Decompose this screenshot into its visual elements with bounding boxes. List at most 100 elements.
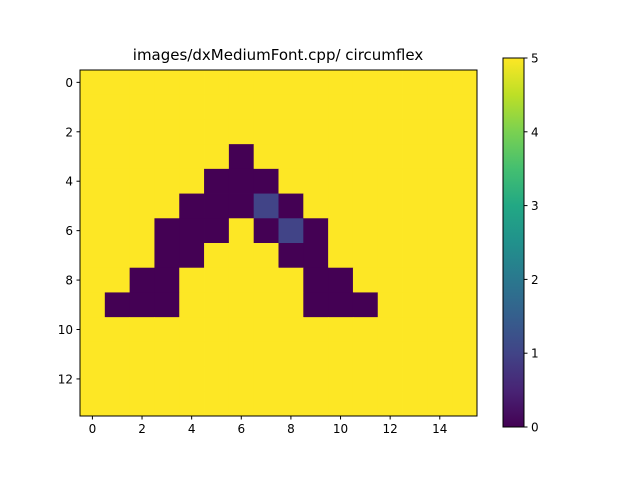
heatmap-cell: [452, 292, 478, 318]
y-tick-label: 2: [65, 125, 73, 139]
heatmap-cell: [104, 218, 131, 244]
heatmap-cell: [377, 317, 403, 343]
heatmap-cell: [80, 366, 106, 392]
heatmap-cell: [452, 94, 478, 120]
heatmap-cell: [377, 391, 403, 417]
heatmap-cell: [303, 243, 329, 269]
heatmap-cell: [377, 341, 403, 367]
colorbar-tick-label: 4: [531, 125, 539, 139]
heatmap-cell: [154, 193, 180, 219]
heatmap-cell: [104, 144, 131, 170]
heatmap-cell: [179, 218, 205, 244]
y-tick-label: 6: [65, 224, 73, 238]
heatmap-cell: [377, 119, 403, 145]
heatmap-cell: [129, 168, 155, 194]
heatmap-cell: [80, 144, 106, 170]
y-tick-label: 0: [65, 76, 73, 90]
heatmap-cell: [303, 144, 329, 170]
heatmap-cell: [129, 292, 155, 318]
x-tick-label: 6: [237, 422, 245, 436]
heatmap-cell: [154, 341, 180, 367]
heatmap-cell: [452, 341, 478, 367]
heatmap-cell: [278, 317, 304, 343]
heatmap-cell: [352, 144, 379, 170]
heatmap-cell: [303, 168, 329, 194]
heatmap-cell: [328, 119, 354, 145]
heatmap-cell: [352, 391, 379, 417]
heatmap-cell: [179, 119, 205, 145]
heatmap-cell: [427, 193, 453, 219]
heatmap-cell: [303, 341, 329, 367]
y-tick-label: 10: [58, 323, 73, 337]
y-tick-label: 4: [65, 175, 73, 189]
heatmap-cell: [154, 94, 180, 120]
colorbar-tick-label: 5: [531, 52, 539, 66]
heatmap-cell: [154, 391, 180, 417]
heatmap-cell: [179, 391, 205, 417]
heatmap-cell: [253, 267, 279, 293]
heatmap-cell: [204, 243, 230, 269]
heatmap-cell: [328, 292, 354, 318]
heatmap-cell: [352, 119, 379, 145]
heatmap-cell: [179, 70, 205, 96]
heatmap-cell: [303, 366, 329, 392]
x-tick-label: 14: [432, 422, 447, 436]
heatmap-cell: [278, 218, 304, 244]
heatmap-cell: [179, 94, 205, 120]
heatmap-cell: [377, 94, 403, 120]
heatmap-cell: [328, 168, 354, 194]
heatmap-cell: [328, 243, 354, 269]
heatmap-cell: [154, 366, 180, 392]
heatmap-cell: [253, 341, 279, 367]
colorbar-tick-label: 1: [531, 347, 539, 361]
heatmap-cell: [80, 292, 106, 318]
heatmap-cell: [228, 168, 255, 194]
heatmap-cell: [352, 218, 379, 244]
heatmap-cell: [427, 341, 453, 367]
heatmap-cell: [154, 243, 180, 269]
heatmap-cell: [228, 70, 255, 96]
heatmap-cells: [80, 70, 478, 417]
heatmap-cell: [452, 267, 478, 293]
heatmap-cell: [328, 267, 354, 293]
heatmap-cell: [253, 243, 279, 269]
heatmap-cell: [129, 218, 155, 244]
heatmap-cell: [402, 243, 428, 269]
heatmap-cell: [129, 70, 155, 96]
heatmap-cell: [228, 317, 255, 343]
heatmap-cell: [452, 218, 478, 244]
heatmap-cell: [452, 119, 478, 145]
heatmap-cell: [278, 168, 304, 194]
heatmap-cell: [204, 317, 230, 343]
heatmap-cell: [104, 341, 131, 367]
heatmap-cell: [104, 317, 131, 343]
heatmap-cell: [402, 218, 428, 244]
heatmap-cell: [278, 193, 304, 219]
heatmap-cell: [228, 193, 255, 219]
heatmap-cell: [328, 317, 354, 343]
heatmap-cell: [452, 317, 478, 343]
heatmap-cell: [452, 391, 478, 417]
heatmap-cell: [104, 243, 131, 269]
heatmap-cell: [179, 341, 205, 367]
heatmap-cell: [129, 391, 155, 417]
heatmap-cell: [352, 366, 379, 392]
x-tick-label: 2: [138, 422, 146, 436]
heatmap-cell: [402, 168, 428, 194]
heatmap-cell: [179, 193, 205, 219]
heatmap-cell: [352, 267, 379, 293]
x-tick-label: 10: [333, 422, 348, 436]
heatmap-cell: [303, 70, 329, 96]
heatmap-cell: [104, 292, 131, 318]
heatmap-cell: [179, 292, 205, 318]
heatmap-cell: [377, 193, 403, 219]
x-axis: 0 2 4 6 8 10 12 14: [89, 416, 447, 436]
heatmap-cell: [253, 193, 279, 219]
heatmap-cell: [278, 94, 304, 120]
y-tick-label: 8: [65, 274, 73, 288]
heatmap-cell: [402, 94, 428, 120]
heatmap-cell: [278, 243, 304, 269]
heatmap-cell: [328, 366, 354, 392]
heatmap-cell: [352, 317, 379, 343]
heatmap-cell: [204, 391, 230, 417]
